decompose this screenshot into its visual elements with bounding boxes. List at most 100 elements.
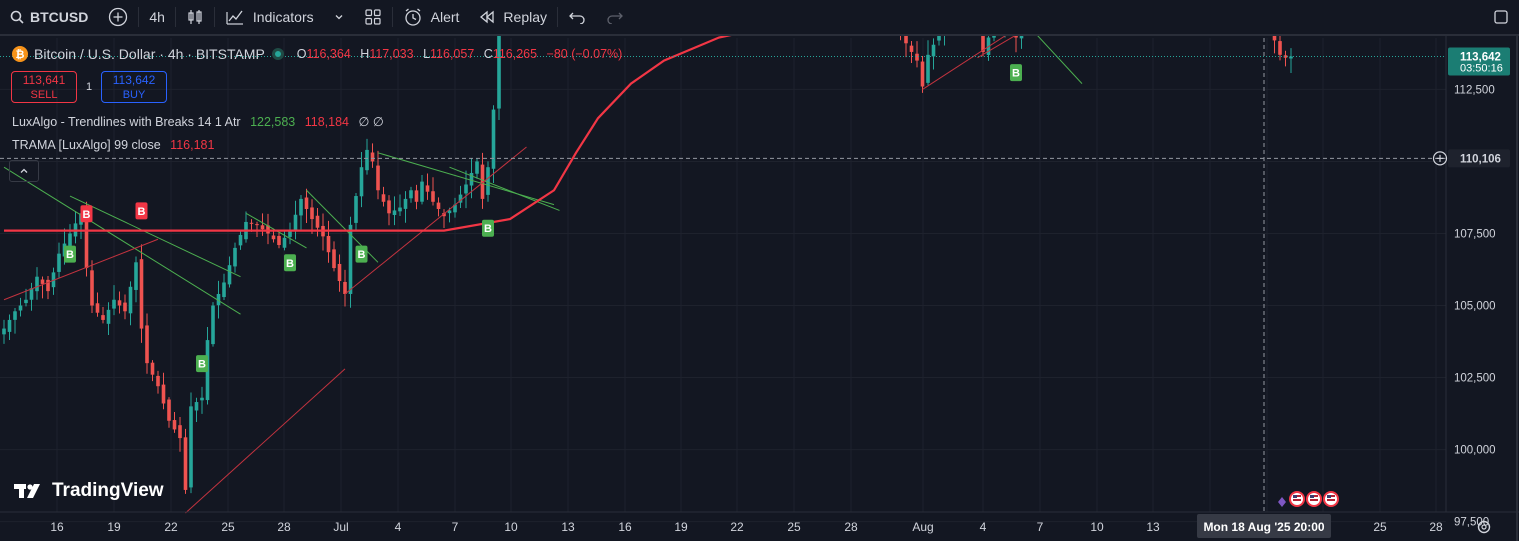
square-icon [1494,10,1508,24]
candle-body [13,311,17,320]
time-axis-tick-label: 28 [844,520,858,534]
candles-icon [188,10,202,24]
candle-body [117,300,122,306]
crosshair-time-badge [1197,514,1331,538]
candle-body [106,309,111,324]
ohlc-values: O116,364 H117,033 L116,057 C116,265 −80 … [297,47,629,61]
break-marker-label: B [198,359,206,371]
price-chart[interactable]: BBBBBBBBBBBBBBBBB127,500125,000122,50012… [0,36,1519,541]
price-axis-tick-label: 97,500 [1454,517,1489,529]
us-flag-event-icon [1289,491,1305,507]
alert-label: Alert [430,9,460,25]
layout-button[interactable] [354,0,392,34]
candle-body [183,437,188,490]
candle-body [299,198,303,216]
candle-body [1014,36,1018,38]
chart-type-button[interactable] [176,0,214,34]
candle-body [18,305,23,311]
candle-body [194,402,199,411]
buy-button[interactable]: 113,642 BUY [101,71,167,103]
price-label-badge [1448,149,1510,168]
candle-body [920,61,925,87]
indicators-label: Indicators [252,9,314,25]
buy-label: BUY [122,89,146,101]
candle-body [992,36,996,38]
candle-body [156,375,160,387]
candle-body [354,196,358,223]
alert-button[interactable]: Alert [393,0,470,34]
undo-button[interactable] [558,0,596,34]
time-axis-tick-label: 13 [1146,520,1160,534]
order-quantity[interactable]: 1 [86,81,93,93]
toolbar-divider [213,7,215,27]
candle-body [315,215,320,228]
candle-body [475,161,479,174]
candle-body [150,362,155,375]
candle-body [139,259,144,329]
resistance-trendline [377,152,555,206]
tradingview-watermark: TradingView [14,480,164,502]
flag-canton [1327,495,1331,498]
candle-body [271,235,276,240]
candle-body [403,198,408,209]
toolbar-divider [557,7,559,27]
candle-body [304,197,309,209]
time-axis-tick-label: 25 [787,520,801,534]
gear-icon [1481,524,1487,530]
indicator-templates-button[interactable] [324,0,354,34]
interval-button[interactable]: 4h [149,9,165,25]
candle-body [2,328,6,335]
redo-button[interactable] [596,0,634,34]
candle-body [112,299,116,309]
price-axis-tick-label: 107,500 [1454,228,1496,240]
candle-body [480,164,485,199]
chevron-up-icon [20,168,28,173]
candle-body [981,36,985,52]
low-value: 116,057 [430,47,475,61]
sell-price: 113,641 [22,73,66,87]
flag-stripe [1327,499,1335,501]
indicator-trendlines-legend[interactable]: LuxAlgo - Trendlines with Breaks 14 1 At… [12,114,384,129]
candle-body [909,45,914,52]
break-marker-badge [135,202,148,220]
time-axis-tick-label: 16 [50,520,64,534]
break-marker-badge [1010,64,1022,82]
symbol-search[interactable]: BTCUSD [0,0,98,34]
candle-body [84,215,89,269]
indicator-trama-legend[interactable]: TRAMA [LuxAlgo] 99 close 116,181 [12,138,214,152]
replay-button[interactable]: Replay [469,0,557,34]
sell-button[interactable]: 113,641 SELL [11,71,77,103]
candle-body [458,194,463,203]
indicators-icon [226,10,243,25]
candle-body [431,191,435,202]
price-label-countdown: 03:50:16 [1460,62,1503,74]
candle-body [376,165,380,191]
candle-body [200,397,204,401]
indicators-button[interactable]: Indicators [215,0,324,34]
candle-body [249,222,254,224]
candle-body [1283,55,1288,58]
close-label: C [483,47,493,61]
compare-symbol-button[interactable] [98,0,138,34]
candle-body [915,53,919,61]
rewind-icon [480,10,495,24]
indicator-value: 118,184 [304,115,350,129]
time-axis-tick-label: 28 [1429,520,1443,534]
buy-price: 113,642 [112,73,156,87]
candle-body [343,281,347,294]
undo-icon [569,12,585,24]
candle-body [1278,41,1282,55]
bullish-break-marker: B [284,254,296,272]
time-axis-tick-label: 13 [561,520,575,534]
break-marker-badge [196,355,208,373]
indicator-value: ∅ ∅ [358,115,384,129]
collapse-legend-button[interactable] [9,160,39,182]
time-axis-tick-label: 7 [452,520,459,534]
resistance-trendline [1037,36,1083,84]
fullscreen-button[interactable] [1483,0,1519,34]
candle-body [123,302,127,312]
bearish-break-marker: B [135,202,148,220]
time-axis-tick-label: 10 [504,520,518,534]
chart-background [0,36,1519,541]
flag-canton [1310,495,1314,498]
